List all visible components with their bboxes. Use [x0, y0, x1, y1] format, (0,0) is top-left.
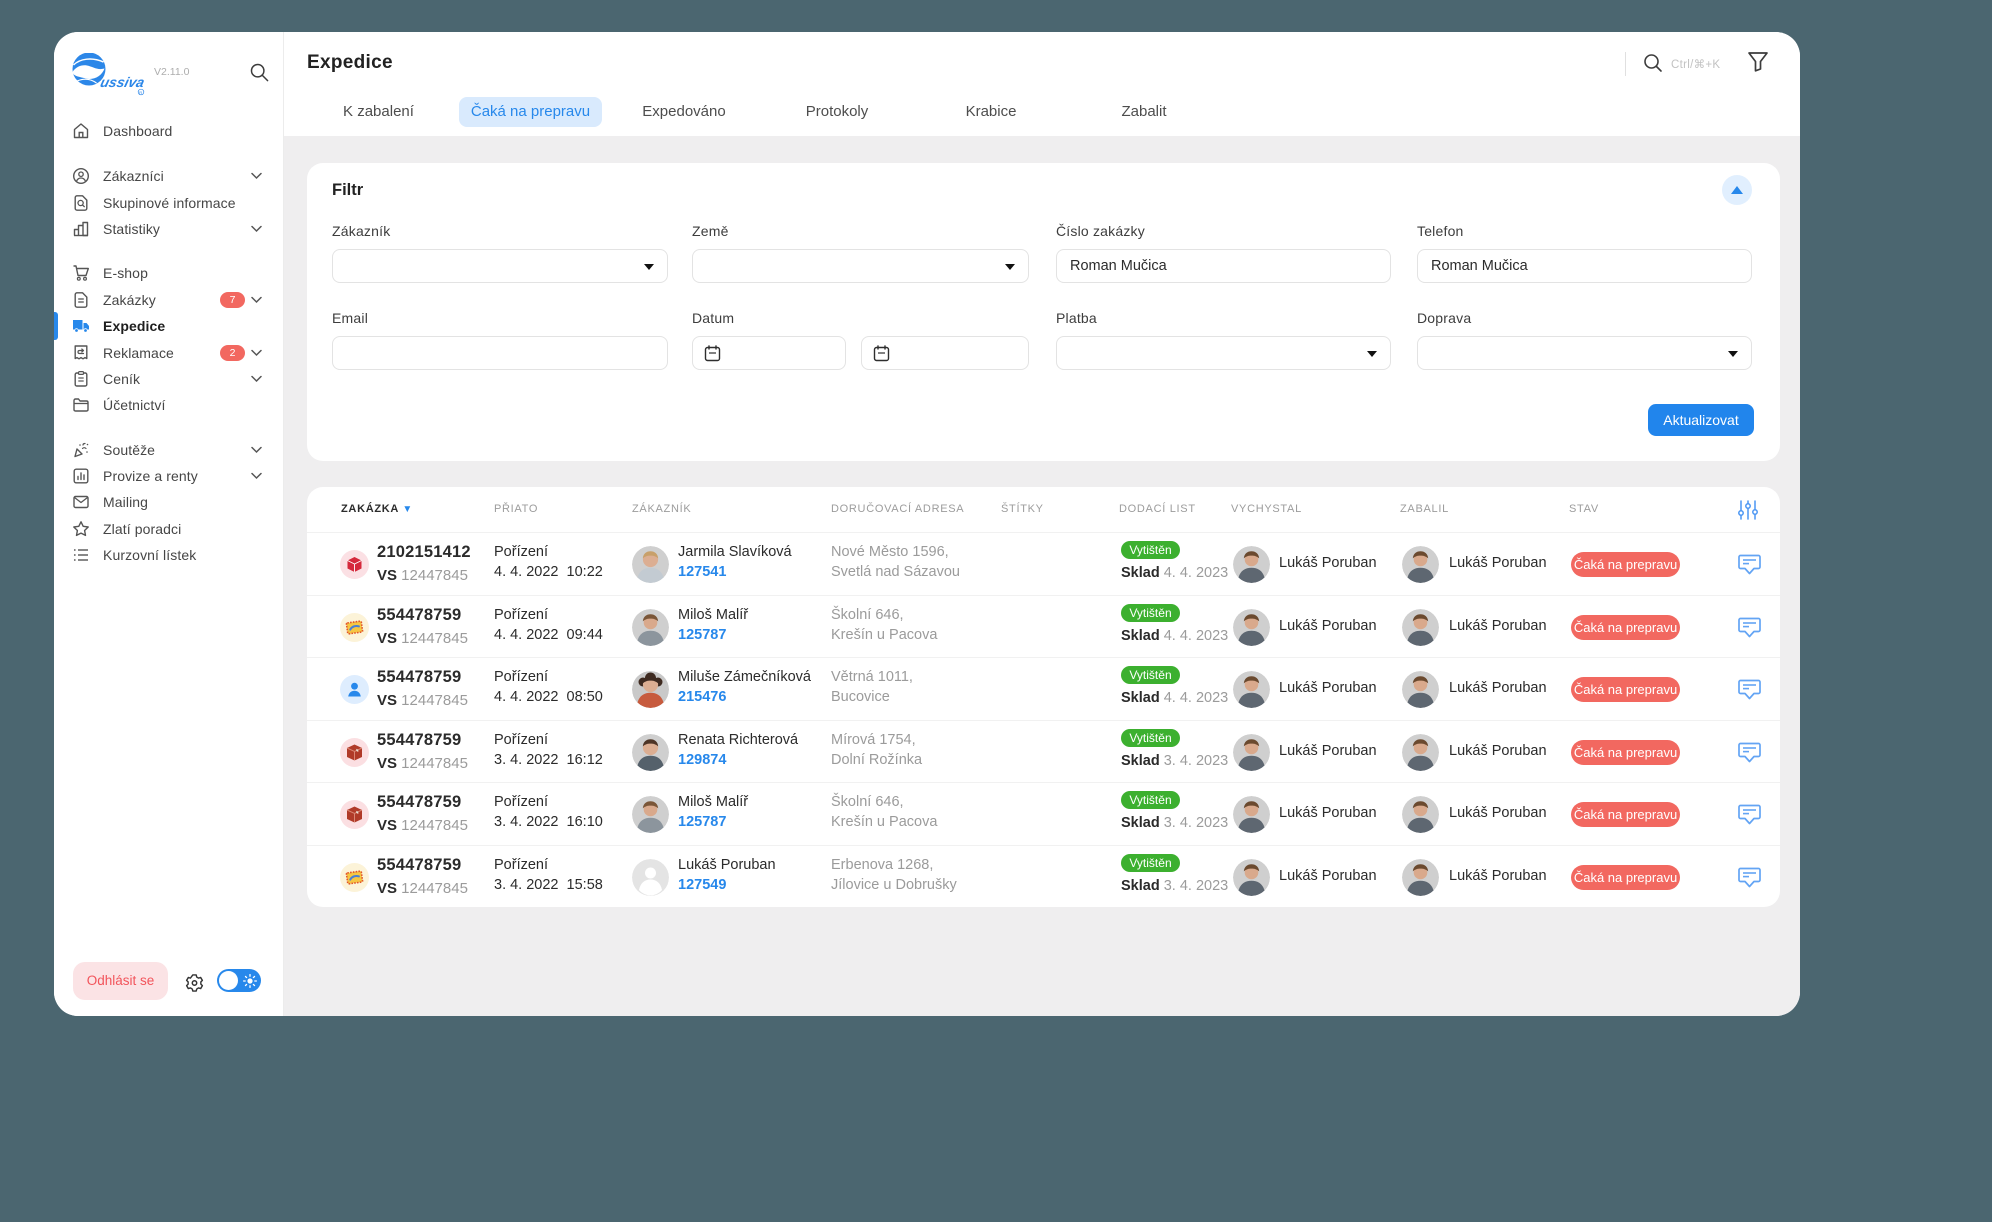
- svg-text:ussiva: ussiva: [99, 75, 147, 91]
- svg-text:R: R: [139, 90, 142, 95]
